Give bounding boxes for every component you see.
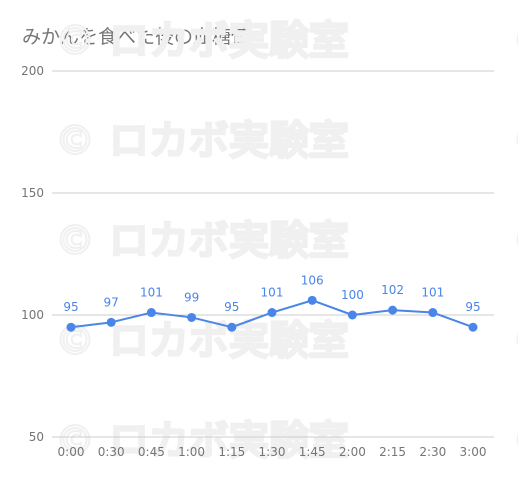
watermark-text: © ロカボ実験室 bbox=[512, 218, 518, 264]
data-label: 101 bbox=[140, 286, 163, 300]
y-tick-label: 150 bbox=[21, 186, 44, 200]
data-label: 101 bbox=[261, 286, 284, 300]
data-point bbox=[267, 308, 277, 318]
watermark-text: © ロカボ実験室 bbox=[512, 318, 518, 364]
watermark-text: © ロカボ実験室 bbox=[55, 218, 349, 264]
data-point bbox=[66, 322, 76, 332]
data-point bbox=[227, 322, 237, 332]
y-axis-ticks: 50 100 150 200 bbox=[21, 64, 44, 444]
data-label: 95 bbox=[63, 300, 78, 314]
data-labels: 95 97 101 99 95 101 106 100 102 101 95 bbox=[63, 273, 480, 314]
data-point bbox=[388, 305, 398, 315]
watermark-text: © ロカボ実験室 bbox=[55, 418, 349, 464]
data-label: 101 bbox=[421, 286, 444, 300]
data-point bbox=[187, 312, 197, 322]
chart-title: みかんを食べた後の血糖値 bbox=[22, 26, 251, 48]
data-label: 95 bbox=[465, 300, 480, 314]
x-tick-label: 1:00 bbox=[178, 445, 205, 459]
series-layer bbox=[66, 295, 478, 332]
watermark-text: © ロカボ実験室 bbox=[512, 418, 518, 464]
watermark: © ロカボ実験室 © ロカボ実験室 © ロカボ実験室 © ロカボ実験室 © ロカボ実験室… bbox=[54, 17, 518, 465]
data-label: 97 bbox=[104, 295, 119, 309]
data-point bbox=[106, 317, 116, 327]
data-label: 99 bbox=[184, 290, 199, 304]
data-point bbox=[468, 322, 478, 332]
x-tick-label: 1:45 bbox=[299, 445, 326, 459]
y-tick-label: 200 bbox=[21, 64, 44, 78]
data-label: 102 bbox=[381, 283, 404, 297]
data-label: 95 bbox=[224, 300, 239, 314]
y-tick-label: 50 bbox=[29, 430, 44, 444]
x-tick-label: 0:00 bbox=[58, 445, 85, 459]
y-tick-label: 100 bbox=[21, 308, 44, 322]
x-tick-label: 3:00 bbox=[460, 445, 487, 459]
x-tick-label: 0:30 bbox=[98, 445, 125, 459]
x-tick-label: 1:15 bbox=[218, 445, 245, 459]
data-point bbox=[307, 295, 317, 305]
data-point bbox=[146, 308, 156, 318]
x-tick-label: 2:00 bbox=[339, 445, 366, 459]
watermark-text: © ロカボ実験室 bbox=[512, 18, 518, 64]
x-tick-label: 2:30 bbox=[419, 445, 446, 459]
x-tick-label: 1:30 bbox=[259, 445, 286, 459]
data-label: 106 bbox=[301, 273, 324, 287]
x-tick-label: 0:45 bbox=[138, 445, 165, 459]
data-label: 100 bbox=[341, 288, 364, 302]
x-tick-label: 2:15 bbox=[379, 445, 406, 459]
watermark-text: © ロカボ実験室 bbox=[55, 118, 349, 164]
watermark-text: © ロカボ実験室 bbox=[512, 118, 518, 164]
data-point bbox=[347, 310, 357, 320]
data-point bbox=[428, 308, 438, 318]
x-axis-ticks: 0:00 0:30 0:45 1:00 1:15 1:30 1:45 2:00 2:15 2:30… bbox=[58, 445, 487, 459]
watermark-text: © ロカボ実験室 bbox=[55, 18, 349, 64]
watermark-text: © ロカボ実験室 bbox=[55, 318, 349, 364]
